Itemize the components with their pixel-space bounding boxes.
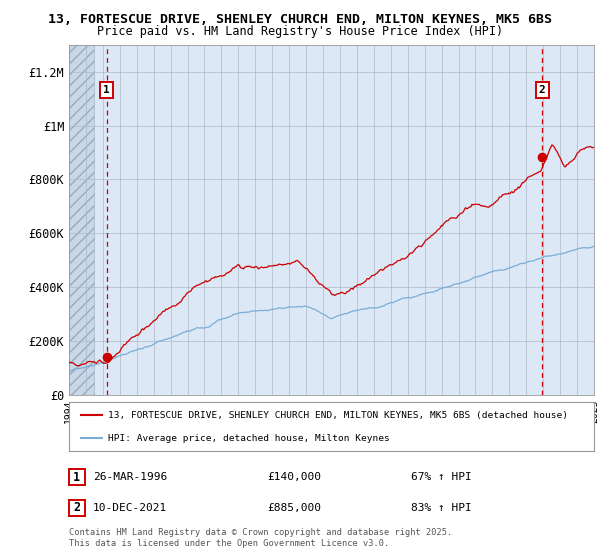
Text: HPI: Average price, detached house, Milton Keynes: HPI: Average price, detached house, Milt… (109, 434, 390, 443)
Text: Contains HM Land Registry data © Crown copyright and database right 2025.
This d: Contains HM Land Registry data © Crown c… (69, 528, 452, 548)
Text: 2: 2 (73, 501, 80, 515)
Text: 26-MAR-1996: 26-MAR-1996 (93, 472, 167, 482)
Text: 1: 1 (103, 85, 110, 95)
Text: Price paid vs. HM Land Registry's House Price Index (HPI): Price paid vs. HM Land Registry's House … (97, 25, 503, 38)
Bar (69, 45, 94, 395)
Text: £140,000: £140,000 (267, 472, 321, 482)
Text: 67% ↑ HPI: 67% ↑ HPI (411, 472, 472, 482)
Text: 2: 2 (539, 85, 545, 95)
Text: 83% ↑ HPI: 83% ↑ HPI (411, 503, 472, 513)
Text: 1: 1 (73, 470, 80, 484)
Text: 10-DEC-2021: 10-DEC-2021 (93, 503, 167, 513)
Text: £885,000: £885,000 (267, 503, 321, 513)
Text: 13, FORTESCUE DRIVE, SHENLEY CHURCH END, MILTON KEYNES, MK5 6BS (detached house): 13, FORTESCUE DRIVE, SHENLEY CHURCH END,… (109, 411, 568, 420)
Text: 13, FORTESCUE DRIVE, SHENLEY CHURCH END, MILTON KEYNES, MK5 6BS: 13, FORTESCUE DRIVE, SHENLEY CHURCH END,… (48, 13, 552, 26)
